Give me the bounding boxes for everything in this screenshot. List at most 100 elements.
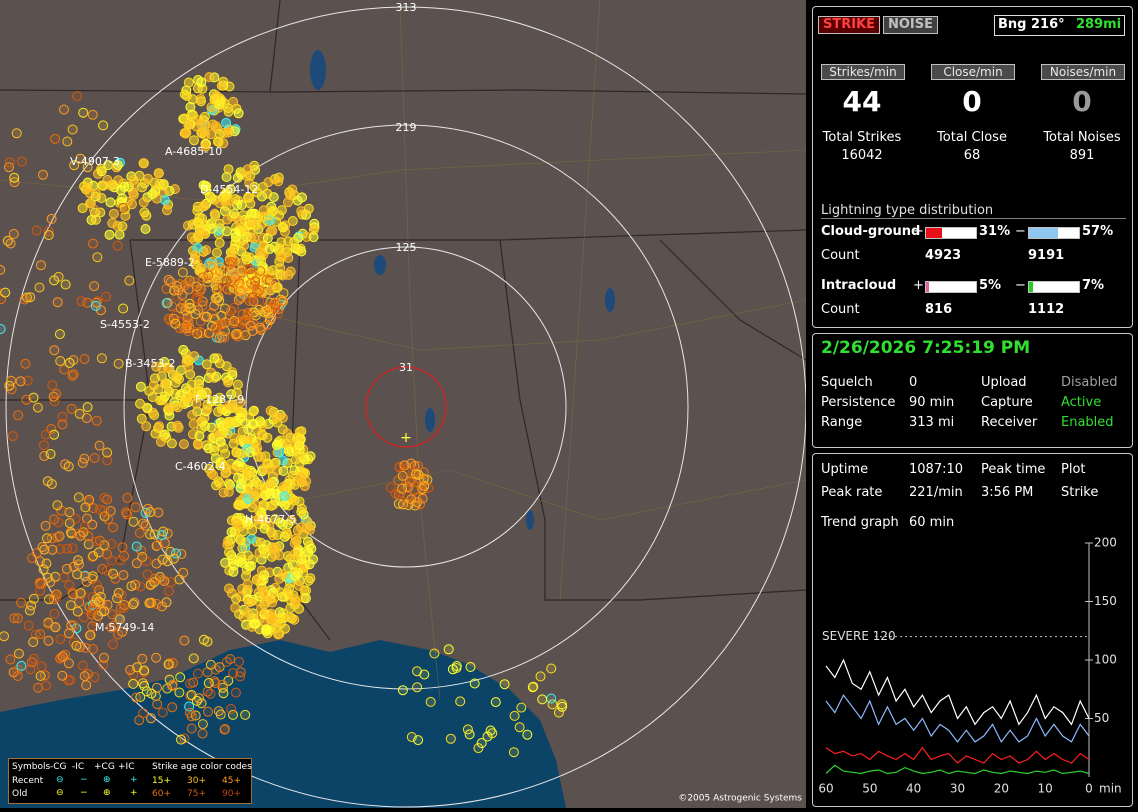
strike xyxy=(81,576,92,587)
strike xyxy=(181,392,192,403)
strike xyxy=(218,265,229,276)
strike xyxy=(134,170,145,181)
strike xyxy=(194,379,204,390)
strike xyxy=(305,451,316,462)
strike xyxy=(32,402,43,413)
strike xyxy=(92,580,103,591)
legend-row: Recent xyxy=(12,776,44,786)
strike xyxy=(289,549,300,560)
strike xyxy=(215,709,226,720)
strike xyxy=(255,322,266,333)
strike-button[interactable]: STRIKE xyxy=(818,16,881,34)
strike xyxy=(275,587,285,598)
strike xyxy=(33,682,44,693)
strike xyxy=(177,289,188,300)
strike xyxy=(118,570,129,581)
strike xyxy=(261,306,272,316)
strike xyxy=(290,533,301,544)
strike xyxy=(416,481,427,492)
legend-title: Symbols xyxy=(12,762,51,772)
strike xyxy=(113,358,124,369)
legend-symbol: ⊕ xyxy=(103,788,111,798)
strike xyxy=(157,574,168,585)
strike xyxy=(263,177,274,188)
strike xyxy=(20,358,31,369)
strike xyxy=(91,188,101,199)
strike xyxy=(272,530,283,540)
strike xyxy=(198,272,209,283)
status-panel xyxy=(812,333,1133,448)
strike xyxy=(82,162,93,173)
strike xyxy=(129,597,140,608)
strike xyxy=(82,182,93,193)
ring-label: 31 xyxy=(399,361,413,374)
strike xyxy=(249,233,260,243)
strike xyxy=(250,310,261,321)
strike xyxy=(134,528,145,538)
strike xyxy=(160,378,171,389)
strike xyxy=(268,543,279,554)
strike xyxy=(229,270,240,280)
strike xyxy=(87,644,98,654)
strike xyxy=(57,651,68,662)
count-label: Count xyxy=(821,302,860,317)
strike xyxy=(265,405,276,416)
strike xyxy=(63,658,74,669)
strike xyxy=(82,513,92,524)
strike xyxy=(176,549,187,559)
count: 816 xyxy=(925,302,953,317)
strike xyxy=(308,232,319,243)
strike xyxy=(59,572,70,583)
strike xyxy=(178,567,189,578)
strike xyxy=(228,668,239,679)
strike xyxy=(108,568,119,579)
strike xyxy=(64,357,75,368)
strike xyxy=(192,668,203,679)
strike xyxy=(214,237,225,248)
strike xyxy=(13,648,24,659)
strike xyxy=(159,357,170,367)
strike xyxy=(41,558,52,569)
strike xyxy=(146,597,157,608)
strike xyxy=(175,672,186,683)
strike xyxy=(196,119,207,130)
strike xyxy=(211,323,222,334)
noise-button[interactable]: NOISE xyxy=(883,16,939,34)
strike xyxy=(292,525,303,536)
strike xyxy=(146,713,156,724)
strike xyxy=(139,665,150,676)
strike xyxy=(63,461,74,472)
strike xyxy=(59,364,70,375)
strike xyxy=(0,631,9,642)
strike xyxy=(230,602,241,613)
strike xyxy=(201,185,211,196)
strike xyxy=(28,637,39,647)
strike xyxy=(96,353,107,364)
strike xyxy=(295,472,306,483)
strike xyxy=(118,603,129,613)
strike xyxy=(220,724,230,734)
strike xyxy=(124,275,135,286)
strike xyxy=(246,208,257,219)
strike xyxy=(235,534,246,545)
strike xyxy=(164,364,175,374)
strike xyxy=(393,475,404,486)
strike xyxy=(72,569,83,580)
strike xyxy=(91,415,102,426)
strike xyxy=(244,178,255,189)
distribution-rule xyxy=(821,218,1126,219)
strike xyxy=(163,659,174,670)
strike xyxy=(7,431,18,442)
strike xyxy=(4,157,15,168)
strike xyxy=(54,329,65,340)
strike xyxy=(243,192,253,203)
strike xyxy=(546,663,557,674)
strike xyxy=(231,387,242,398)
strike xyxy=(131,541,142,552)
strike xyxy=(157,707,168,718)
strike xyxy=(273,629,284,640)
strike xyxy=(231,518,242,529)
legend-symbol: + xyxy=(130,788,138,798)
strike xyxy=(131,558,142,569)
strike xyxy=(268,205,278,216)
